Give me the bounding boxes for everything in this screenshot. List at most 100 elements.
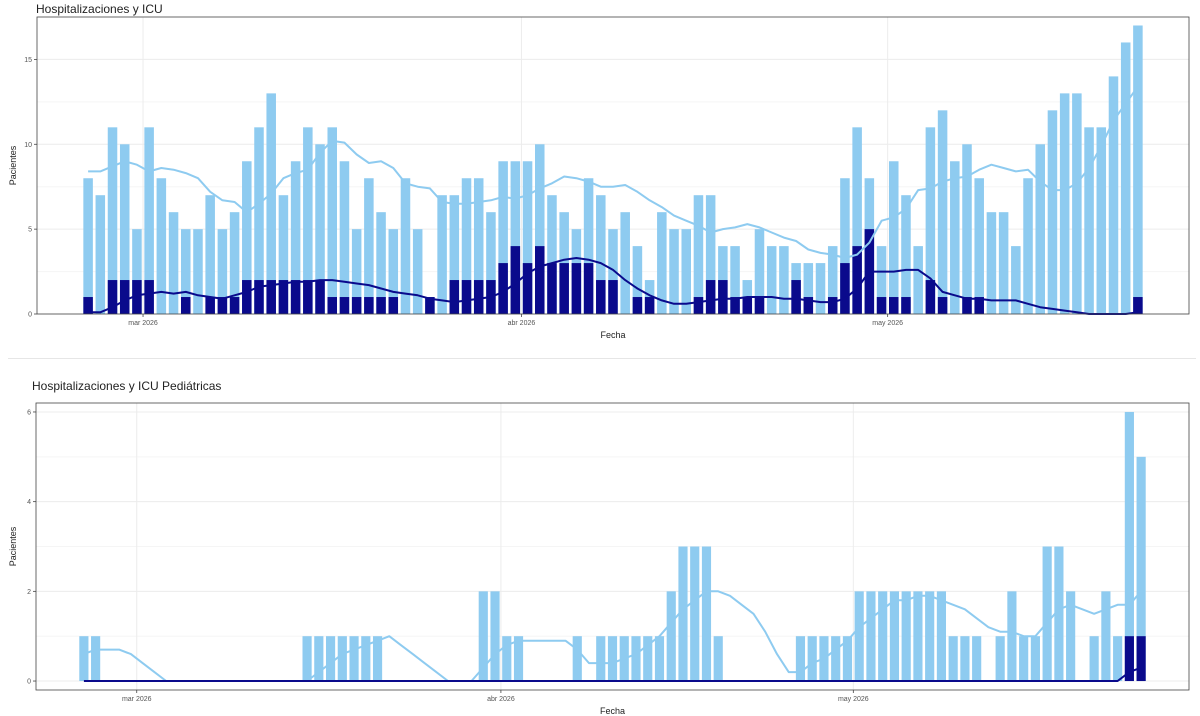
bar-hospitalizations	[631, 636, 641, 682]
bar-hospitalizations	[960, 636, 970, 682]
bar-hospitalizations	[972, 636, 982, 682]
bar-icu	[852, 246, 862, 314]
bar-hospitalizations	[827, 246, 838, 314]
bar-icu	[791, 280, 801, 314]
bar-hospitalizations	[513, 636, 524, 682]
chart-hospitalizations: 0 5 10 15 mar 2026 abr 2026 may 2026 Fecha Pacie…	[8, 16, 1190, 340]
bar-hospitalizations	[889, 591, 900, 682]
bar-hospitalizations	[866, 591, 876, 682]
bar-hospitalizations	[372, 636, 383, 682]
bar-hospitalizations	[596, 195, 606, 314]
panel-divider	[8, 358, 1196, 359]
chart-panel-hospitalizations: Hospitalizaciones y ICU 0 5 10 15 mar 2026 ab…	[0, 0, 1200, 352]
bar-hospitalizations	[314, 636, 324, 682]
bar-hospitalizations	[1023, 178, 1033, 314]
bar-hospitalizations	[534, 144, 545, 314]
bar-hospitalizations	[1054, 546, 1064, 682]
bar-icu	[254, 280, 264, 314]
bar-icu	[547, 263, 557, 314]
bar-icu	[974, 297, 984, 314]
bar-icu	[180, 297, 191, 314]
bar-hospitalizations	[1124, 411, 1134, 682]
bar-hospitalizations	[522, 161, 533, 314]
bar-icu	[937, 297, 948, 314]
bar-icu	[388, 297, 399, 314]
bar-hospitalizations	[229, 212, 240, 314]
bar-hospitalizations	[351, 229, 362, 314]
chart-panel-pediatric: Hospitalizaciones y ICU Pediátricas 0 2 4 6…	[0, 376, 1200, 716]
bar-icu	[107, 280, 118, 314]
bar-hospitalizations	[315, 144, 325, 314]
x-axis-title: Fecha	[600, 330, 625, 340]
bar-icu	[119, 280, 130, 314]
bar-hospitalizations	[144, 127, 154, 314]
line-hospitalizations-avg	[88, 86, 1139, 259]
bar-icu	[205, 297, 215, 314]
bar-icu	[1136, 636, 1146, 682]
bar-icu	[888, 297, 899, 314]
bar-hospitalizations	[364, 178, 374, 314]
chart-pediatric: 0 2 4 6 mar 2026 abr 2026 may 2026 Fecha Pacient…	[8, 402, 1190, 716]
bar-hospitalizations	[669, 229, 679, 314]
bar-hospitalizations	[1059, 93, 1070, 314]
bar-hospitalizations	[302, 636, 312, 682]
bar-hospitalizations	[831, 636, 841, 682]
bar-icu	[840, 263, 850, 314]
y-axis-title: Pacientes	[8, 145, 18, 185]
bar-hospitalizations	[168, 212, 179, 314]
y-axis-title: Pacientes	[8, 526, 18, 566]
bar-icu	[339, 297, 350, 314]
bar-hospitalizations	[643, 636, 653, 682]
bar-hospitalizations	[730, 246, 740, 314]
bar-hospitalizations	[807, 636, 817, 682]
bar-hospitalizations	[1066, 591, 1076, 682]
bar-hospitalizations	[876, 246, 887, 314]
bar-icu	[351, 297, 362, 314]
bar-hospitalizations	[547, 195, 557, 314]
bar-icu	[376, 297, 386, 314]
bar-icu	[608, 280, 618, 314]
bar-hospitalizations	[795, 636, 806, 682]
x-tick-label: abr 2026	[508, 320, 536, 327]
bar-icu	[632, 297, 643, 314]
bar-hospitalizations	[437, 195, 447, 314]
bar-hospitalizations	[1007, 591, 1017, 682]
bar-icu	[730, 297, 740, 314]
bar-hospitalizations	[654, 636, 665, 682]
bar-hospitalizations	[925, 591, 935, 682]
bar-icu	[217, 297, 228, 314]
bar-hospitalizations	[400, 178, 411, 314]
bar-icu	[278, 280, 289, 314]
bar-hospitalizations	[79, 636, 89, 682]
bar-icu	[534, 246, 545, 314]
bar-hospitalizations	[327, 127, 338, 314]
bar-hospitalizations	[1035, 144, 1046, 314]
plot-area	[37, 17, 1189, 315]
bar-icu	[571, 263, 582, 314]
bar-hospitalizations	[1030, 636, 1040, 682]
chart-title: Hospitalizaciones y ICU Pediátricas	[32, 379, 222, 393]
bar-hospitalizations	[854, 591, 864, 682]
bar-icu	[364, 297, 374, 314]
bar-hospitalizations	[95, 195, 106, 314]
y-tick-label: 6	[27, 409, 31, 416]
bar-icu	[754, 297, 765, 314]
bar-hospitalizations	[842, 636, 853, 682]
bar-icu	[303, 280, 313, 314]
bar-icu	[1133, 297, 1143, 314]
bar-hospitalizations	[693, 195, 704, 314]
bar-hospitalizations	[1047, 110, 1058, 314]
bar-hospitalizations	[779, 246, 789, 314]
bar-hospitalizations	[217, 229, 228, 314]
bar-hospitalizations	[205, 195, 215, 314]
bar-hospitalizations	[878, 591, 888, 682]
bar-hospitalizations	[690, 546, 700, 682]
bar-icu	[583, 263, 594, 314]
x-tick-label: may 2026	[872, 320, 903, 327]
bar-hospitalizations	[490, 591, 500, 682]
bar-hospitalizations	[608, 229, 618, 314]
bar-hospitalizations	[705, 195, 716, 314]
bar-hospitalizations	[1113, 636, 1123, 682]
bar-icu	[327, 297, 338, 314]
bar-hospitalizations	[888, 161, 899, 314]
